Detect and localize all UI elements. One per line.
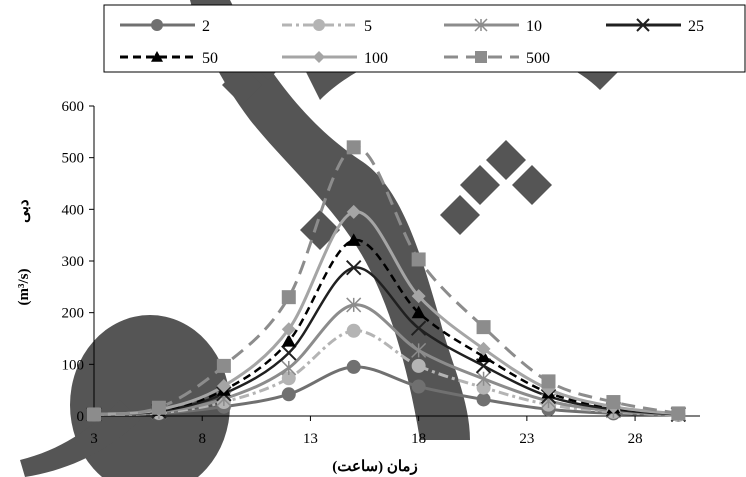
data-point-25 xyxy=(410,320,427,336)
series-lines xyxy=(93,145,679,417)
data-point-2 xyxy=(346,359,361,374)
watermark-arc xyxy=(190,0,470,440)
watermark-diamond-6 xyxy=(440,195,480,235)
data-point-5 xyxy=(346,323,361,338)
plot-area: 0 100 200 300 400 500 600 3 8 13 18 23 28 xyxy=(62,99,700,447)
watermark-diamond-2 xyxy=(222,65,262,105)
series-line-500 xyxy=(93,145,679,416)
series-line-5 xyxy=(93,329,679,417)
data-point-100 xyxy=(346,204,361,219)
legend-marker-50 xyxy=(151,51,163,62)
data-point-500 xyxy=(346,140,361,155)
x-tick-label: 8 xyxy=(198,431,206,447)
data-point-50 xyxy=(346,233,361,246)
series-line-100 xyxy=(93,210,679,416)
data-point-50 xyxy=(411,305,426,319)
series-line-10 xyxy=(93,303,679,416)
legend-marker-10 xyxy=(474,18,488,32)
legend-marker-100 xyxy=(313,51,325,63)
data-point-500 xyxy=(87,407,101,422)
legend-label-2: 2 xyxy=(202,18,210,35)
data-point-5 xyxy=(411,358,426,373)
legend-label-50: 50 xyxy=(202,50,218,67)
legend-marker-2 xyxy=(151,19,163,31)
x-tick-label: 3 xyxy=(90,431,98,447)
data-point-10 xyxy=(476,371,492,387)
watermark-diamond-3 xyxy=(486,140,526,180)
data-point-100 xyxy=(281,322,296,337)
series-line-2 xyxy=(93,365,679,417)
data-point-100 xyxy=(216,379,231,394)
axes: 0 100 200 300 400 500 600 3 8 13 18 23 28 xyxy=(62,99,700,447)
data-point-500 xyxy=(216,358,231,373)
watermark-diamond-7 xyxy=(300,210,340,250)
y-tick-label: 200 xyxy=(62,306,85,322)
y-tick-label: 500 xyxy=(62,151,85,167)
series-line-50 xyxy=(93,239,679,416)
data-point-2 xyxy=(281,387,296,402)
data-point-2 xyxy=(476,392,491,407)
legend-marker-5 xyxy=(313,19,325,31)
data-point-500 xyxy=(476,320,491,335)
x-tick-label: 28 xyxy=(628,431,643,447)
series-markers xyxy=(86,140,687,423)
series-line-25 xyxy=(93,266,679,416)
y-tick-label: 600 xyxy=(62,99,85,115)
data-point-2 xyxy=(411,379,426,394)
data-point-100 xyxy=(411,289,426,304)
data-point-10 xyxy=(411,342,427,358)
data-point-25 xyxy=(281,345,297,361)
y-axis-title-main: دبی xyxy=(16,199,32,223)
data-point-500 xyxy=(606,395,621,410)
data-point-50 xyxy=(476,349,491,363)
legend-marker-500 xyxy=(475,51,487,63)
data-point-500 xyxy=(671,406,686,421)
svg-text:دبی (m³/s): دبی (m³/s) xyxy=(16,199,32,305)
data-point-5 xyxy=(281,371,296,386)
x-tick-label: 18 xyxy=(411,431,426,447)
legend-label-5: 5 xyxy=(364,18,372,35)
y-axis-title-unit: (m³/s) xyxy=(16,269,32,306)
watermark-stroke-bottom xyxy=(20,400,140,477)
legend-box xyxy=(103,4,746,73)
legend-label-10: 10 xyxy=(526,18,542,35)
y-tick-label: 0 xyxy=(77,409,85,425)
data-point-10 xyxy=(346,297,362,313)
legend-marker-25 xyxy=(636,18,650,32)
legend-label-25: 25 xyxy=(688,18,704,35)
y-tick-label: 100 xyxy=(62,357,85,373)
y-tick-label: 300 xyxy=(62,254,85,270)
watermark-diamond-4 xyxy=(460,165,500,205)
data-point-500 xyxy=(151,400,166,415)
data-point-25 xyxy=(346,260,362,276)
legend-label-500: 500 xyxy=(526,50,550,67)
data-point-10 xyxy=(281,360,297,376)
y-axis-title: دبی (m³/s) xyxy=(16,199,32,305)
data-point-5 xyxy=(476,380,491,395)
data-point-100 xyxy=(476,341,491,356)
x-tick-label: 13 xyxy=(303,431,318,447)
legend-label-100: 100 xyxy=(364,50,388,67)
x-axis-title: زمان (ساعت) xyxy=(332,459,417,475)
data-point-50 xyxy=(281,334,296,347)
watermark-diamond-5 xyxy=(512,165,552,205)
data-point-500 xyxy=(541,374,556,389)
data-point-500 xyxy=(281,290,296,305)
x-tick-label: 23 xyxy=(519,431,534,447)
y-tick-label: 400 xyxy=(62,202,85,218)
data-point-500 xyxy=(411,252,426,267)
